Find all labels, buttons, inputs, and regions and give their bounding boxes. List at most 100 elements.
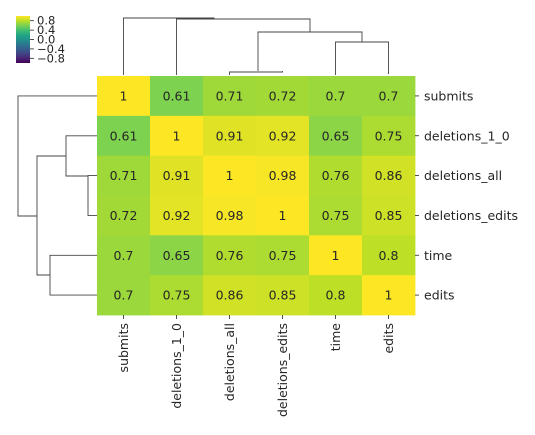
column-label: time — [328, 323, 343, 352]
column-label: deletions_1_0 — [169, 323, 184, 409]
row-label: submits — [424, 88, 473, 103]
cell-value-label: 0.91 — [163, 168, 191, 183]
heatmap-cell — [97, 235, 151, 276]
colorbar-tick-label: −0.4 — [37, 42, 65, 56]
column-dendrogram — [123, 17, 389, 75]
row-label: deletions_all — [424, 168, 502, 183]
cell-value-label: 1 — [332, 248, 340, 263]
cell-value-label: 1 — [120, 88, 128, 103]
heatmap-cell — [150, 76, 204, 117]
column-label: deletions_edits — [275, 323, 290, 417]
heatmap-cell — [256, 155, 310, 196]
cell-value-label: 0.71 — [216, 88, 244, 103]
cell-value-label: 0.75 — [269, 248, 297, 263]
heatmap-cell — [97, 195, 151, 236]
cell-value-label: 0.85 — [269, 288, 297, 303]
heatmap-cell — [362, 275, 416, 316]
row-dendrogram-link — [17, 95, 97, 217]
cell-value-label: 0.65 — [322, 128, 350, 143]
cell-value-label: 0.7 — [114, 248, 134, 263]
row-labels: submits deletions_1_0 deletions_alldeletio… — [415, 88, 518, 303]
heatmap-cell — [362, 76, 416, 117]
cell-value-label: 0.7 — [114, 288, 134, 303]
row-dendrogram-link — [36, 155, 66, 276]
colorbar-gradient — [16, 16, 30, 63]
heatmap-cell — [203, 195, 257, 236]
heatmap-cell — [150, 155, 204, 196]
row-label: deletions_edits — [424, 208, 518, 223]
cell-value-label: 0.75 — [375, 128, 403, 143]
cell-value-label: 0.8 — [326, 288, 346, 303]
cell-value-label: 0.61 — [163, 88, 191, 103]
column-dendrogram-link — [257, 31, 363, 71]
heatmap-cell — [309, 235, 363, 276]
colorbar: 0.80.40.0−0.4−0.8 — [16, 14, 65, 65]
heatmap-cell — [256, 115, 310, 157]
cell-value-label: 1 — [385, 288, 393, 303]
heatmap-cell — [362, 115, 416, 157]
column-label: deletions_all — [222, 323, 237, 401]
heatmap-cell — [150, 275, 204, 316]
heatmap-cell — [309, 76, 363, 117]
cell-value-label: 0.86 — [216, 288, 244, 303]
cell-value-label: 1 — [279, 208, 287, 223]
heatmap-cell — [97, 76, 151, 117]
cell-value-label: 1 — [173, 128, 181, 143]
heatmap-cell — [362, 195, 416, 236]
colorbar-tick-label: 0.4 — [37, 23, 55, 37]
heatmap-cell — [97, 275, 151, 316]
column-labels: submits deletions_1_0 deletions_all deletio… — [116, 315, 396, 417]
cell-value-label: 0.7 — [326, 88, 346, 103]
cell-value-label: 0.76 — [322, 168, 350, 183]
column-label: edits — [381, 323, 396, 354]
cell-value-label: 0.71 — [110, 168, 138, 183]
heatmap-cell — [150, 195, 204, 236]
column-dendrogram-link — [229, 71, 283, 75]
heatmap-cell — [256, 76, 310, 117]
cell-value-label: 0.92 — [269, 128, 297, 143]
heatmap-cell — [256, 195, 310, 236]
heatmap-cell — [97, 155, 151, 196]
cell-value-label: 0.75 — [322, 208, 350, 223]
row-dendrogram — [17, 95, 97, 296]
heatmap-cell — [256, 275, 310, 316]
heatmap-cell — [362, 235, 416, 276]
heatmap-cell — [97, 115, 151, 157]
cell-value-label: 0.72 — [110, 208, 138, 223]
cell-value-label: 0.92 — [163, 208, 191, 223]
heatmap-grid: 1 0.61 0.71 0.72 0.7 0.70.61 1 0.91 0.92 0.65 0.75… — [97, 76, 416, 316]
heatmap-cell — [203, 155, 257, 196]
heatmap-cell — [309, 275, 363, 316]
cell-value-label: 0.98 — [269, 168, 297, 183]
column-dendrogram-link — [176, 18, 311, 75]
row-dendrogram-link — [49, 254, 97, 296]
column-dendrogram-link — [335, 41, 389, 75]
heatmap-cell — [256, 235, 310, 276]
cell-value-label: 0.86 — [375, 168, 403, 183]
heatmap-cell — [309, 115, 363, 157]
colorbar-tick-label: 0.0 — [37, 33, 55, 47]
row-label: time — [424, 248, 453, 263]
heatmap-cell — [150, 115, 204, 157]
cell-value-label: 0.75 — [163, 288, 191, 303]
cell-value-label: 0.76 — [216, 248, 244, 263]
cell-value-label: 0.7 — [379, 88, 399, 103]
cell-value-label: 0.65 — [163, 248, 191, 263]
colorbar-tick-label: −0.8 — [37, 51, 65, 65]
cell-value-label: 0.85 — [375, 208, 403, 223]
column-label: submits — [116, 323, 131, 372]
heatmap-cell — [203, 275, 257, 316]
heatmap-cell — [362, 155, 416, 196]
row-dendrogram-link — [65, 135, 97, 177]
cell-value-label: 1 — [226, 168, 234, 183]
heatmap-cell — [203, 76, 257, 117]
row-label: deletions_1_0 — [424, 128, 510, 143]
cell-value-label: 0.61 — [110, 128, 138, 143]
cell-value-label: 0.72 — [269, 88, 297, 103]
heatmap-cell — [203, 115, 257, 157]
heatmap-cell — [309, 155, 363, 196]
row-dendrogram-link — [87, 175, 97, 216]
cell-value-label: 0.91 — [216, 128, 244, 143]
row-label: edits — [424, 288, 455, 303]
